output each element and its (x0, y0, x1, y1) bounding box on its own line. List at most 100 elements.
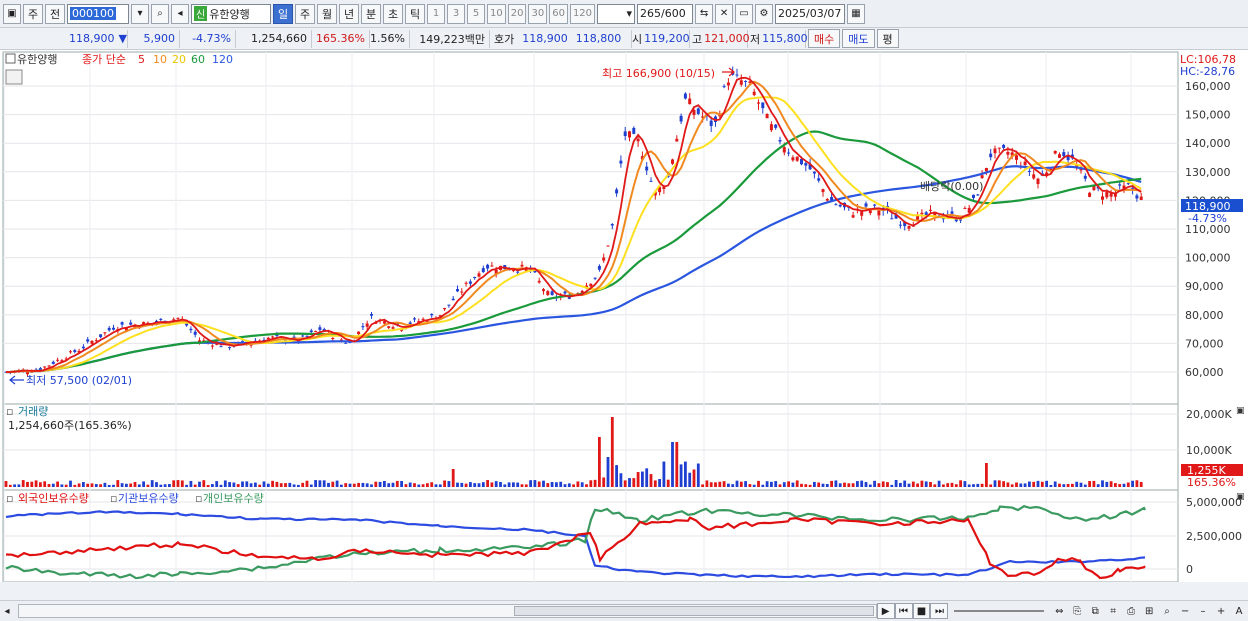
quote-bar: 118,900 ▼ 5,900 -4.73% 1,254,660 165.36% … (0, 28, 1248, 50)
volume-bar (236, 484, 240, 487)
preset-30[interactable]: 30 (528, 3, 548, 24)
tab-second[interactable]: 초 (383, 3, 403, 24)
volume-bar (460, 482, 464, 487)
count-field[interactable]: 265/600 (637, 3, 694, 24)
holding-panel-toggle[interactable]: ▫ (6, 492, 13, 505)
holding-close-icon[interactable]: ▣ (1236, 492, 1245, 502)
volume-bar (21, 480, 25, 487)
search-icon[interactable]: ⌕ (151, 3, 169, 24)
tab-year[interactable]: 년 (339, 3, 359, 24)
play-icon[interactable]: ▶ (876, 603, 895, 619)
preset-60[interactable]: 60 (549, 3, 568, 24)
tab-month[interactable]: 월 (317, 3, 337, 24)
scrollbar-thumb[interactable] (513, 606, 874, 616)
layout-icon[interactable]: ▣ (3, 3, 21, 24)
sell-button[interactable]: 매도 (842, 29, 875, 48)
volume-panel-toggle[interactable]: ▫ (6, 405, 13, 418)
turnover-value: 1.56% (370, 32, 405, 45)
zoom-in-icon[interactable]: + (1216, 605, 1226, 617)
price-axis-tick: 150,000 (1185, 109, 1231, 122)
tab-prev[interactable]: 전 (45, 3, 65, 24)
candle-body (56, 359, 60, 361)
preset-120[interactable]: 120 (569, 3, 596, 24)
font-size-icon[interactable]: A (1235, 605, 1243, 617)
preset-20[interactable]: 20 (507, 3, 527, 24)
volume-bar (125, 483, 128, 487)
volume-bar (1088, 481, 1091, 487)
volume-bar (352, 483, 356, 487)
preset-5[interactable]: 5 (467, 3, 485, 24)
speed-slider[interactable] (954, 610, 1045, 612)
tab-main[interactable]: 주 (23, 3, 43, 24)
volume-bar (666, 479, 670, 487)
volume-bar (920, 480, 924, 487)
prev-stock-icon[interactable]: ◂ (171, 3, 189, 24)
candle-body (387, 326, 391, 328)
scrollbar-track[interactable] (17, 604, 877, 618)
code-input[interactable]: 000100 (67, 3, 129, 24)
volume-bar (886, 482, 889, 487)
dropdown-icon[interactable]: ▾ (131, 3, 149, 24)
volume-bar (739, 481, 743, 487)
preset-10[interactable]: 10 (487, 3, 506, 24)
tool-c-icon[interactable]: ⧉ (1091, 605, 1099, 617)
low-label: 저 (750, 32, 761, 46)
preset-3[interactable]: 3 (447, 3, 465, 24)
minus-icon[interactable]: – (1200, 605, 1206, 617)
price-axis-tick: 110,000 (1185, 223, 1231, 236)
volume-bar (1028, 481, 1031, 487)
date-field[interactable]: 2025/03/07 (775, 3, 846, 24)
volume-close-icon[interactable]: ▣ (1236, 406, 1245, 416)
crosshair-icon[interactable]: ✕ (715, 3, 734, 24)
amount-value: 149,223백만 (419, 32, 485, 46)
volume-bar (688, 472, 692, 487)
volume-bar (1105, 481, 1109, 487)
preset-1[interactable]: 1 (427, 3, 445, 24)
candle-body (305, 335, 309, 337)
volume-bar (1122, 483, 1126, 487)
fast-forward-icon[interactable]: ⏭ (930, 603, 949, 619)
volume-bar (873, 480, 876, 487)
tool-b-icon[interactable]: ⎘ (1073, 605, 1082, 617)
preset-select[interactable]: ▾ (597, 3, 636, 24)
compare-icon[interactable]: ⇆ (695, 3, 714, 24)
volume-bar (1049, 484, 1053, 487)
tool-e-icon[interactable]: ⎙ (1127, 605, 1136, 617)
save-icon[interactable]: ▭ (735, 3, 754, 24)
volume-bar (851, 483, 855, 487)
volume-bar (361, 482, 365, 487)
low-note: 최저 57,500 (02/01) (26, 374, 132, 387)
tool-d-icon[interactable]: ⌗ (1110, 605, 1117, 617)
volume-bar (950, 482, 954, 487)
zoom-out-icon[interactable]: − (1180, 605, 1190, 617)
tab-day[interactable]: 일 (273, 3, 293, 24)
candle-body (623, 131, 627, 137)
stop-icon[interactable]: ■ (912, 603, 931, 619)
tool-a-icon[interactable]: ⇔ (1055, 605, 1064, 617)
stock-chart[interactable]: 160,000150,000140,000130,000120,000110,0… (0, 50, 1248, 600)
tab-minute[interactable]: 분 (361, 3, 381, 24)
candle-body (1010, 152, 1014, 156)
candle-body (43, 366, 47, 368)
buy-button[interactable]: 매수 (808, 29, 841, 48)
volume-bar (542, 480, 545, 487)
calendar-icon[interactable]: ▦ (847, 3, 866, 24)
candle-body (593, 277, 597, 279)
tab-tick[interactable]: 틱 (405, 3, 425, 24)
scroll-left-icon[interactable]: ◂ (4, 605, 10, 617)
volume-bar (641, 471, 644, 487)
tool-f-icon[interactable]: ⊞ (1144, 605, 1154, 617)
high-label: 고 (692, 32, 703, 46)
tab-week[interactable]: 주 (295, 3, 315, 24)
zoom-icon[interactable]: ⌕ (1164, 605, 1170, 617)
volume-bar (572, 484, 575, 487)
gear-icon[interactable]: ⚙ (755, 3, 774, 24)
avg-button[interactable]: 평 (876, 29, 899, 48)
candle-body (830, 197, 834, 202)
panel-toggle-icon[interactable] (5, 69, 23, 85)
volume-bar (64, 484, 68, 487)
candle-body (649, 180, 653, 182)
stock-name-field[interactable]: 신 유한양행 (191, 3, 271, 24)
rewind-icon[interactable]: ⏮ (894, 603, 913, 619)
hc-label: HC:-28,76 (1180, 65, 1235, 78)
